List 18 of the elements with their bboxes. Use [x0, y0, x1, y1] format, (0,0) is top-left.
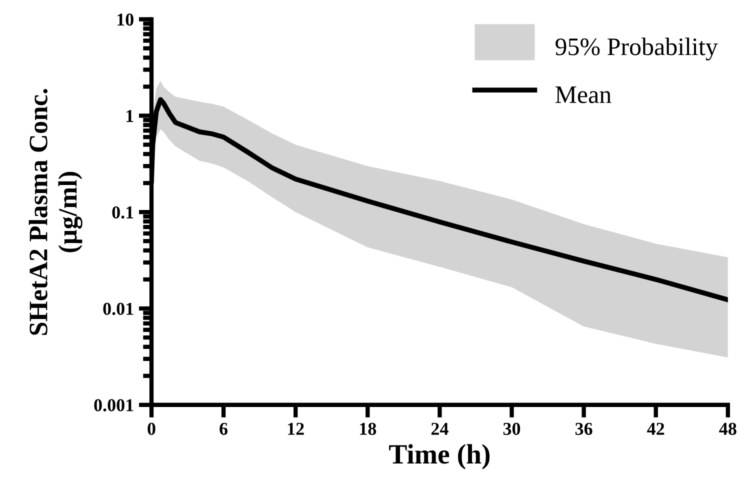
annotation: 95% Probability	[556, 38, 718, 60]
legend-label: Mean	[555, 86, 612, 104]
y-axis-title: SHetA2 Plasma Conc. (µg/ml)	[28, 89, 82, 335]
x-tick-label: 42	[647, 422, 664, 435]
x-tick-label: 0	[148, 422, 156, 435]
y-tick-label: 10	[118, 14, 134, 26]
y-tick-label: 1	[126, 110, 134, 122]
x-tick-label: 36	[575, 422, 592, 435]
x-tick-label: 18	[360, 422, 376, 435]
y-tick-label: 0.1	[112, 206, 134, 219]
x-tick-label: 24	[431, 422, 448, 435]
x-tick-label: 48	[719, 422, 736, 435]
x-tick-label: 12	[288, 422, 304, 435]
x-tick-label: 6	[220, 422, 228, 435]
x-tick-label: 30	[503, 422, 520, 435]
y-tick-label: 0.001	[94, 399, 134, 412]
y-tick-label: 0.01	[103, 302, 134, 315]
x-axis-title: Time (h)	[389, 444, 490, 470]
